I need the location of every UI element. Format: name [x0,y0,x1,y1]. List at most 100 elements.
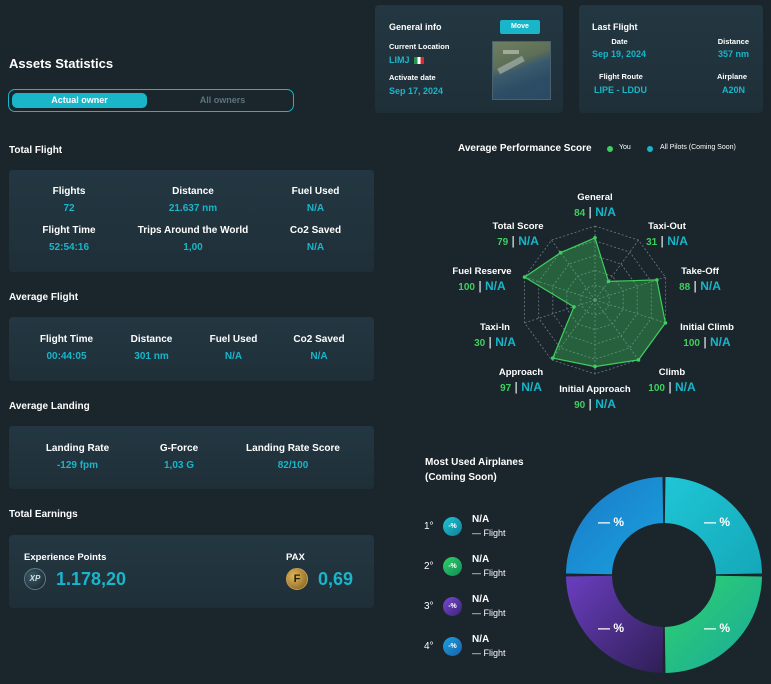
average-flight-card: Flight Time 00:44:05 Distance 301 nm Fuel … [9,317,374,381]
avg-co2-saved-stat: Co2 Saved N/A [275,334,363,362]
radar-point [551,356,555,360]
airplane-share-badge: -% [443,517,462,536]
donut-segment [664,575,762,673]
stat-label: Flights [52,186,86,197]
radar-category-label: Initial Approach [559,384,631,395]
radar-label-approach: Approach 97 | N/A [481,366,561,396]
pax-value: 0,69 [318,569,354,589]
stat-value: 21.637 nm [168,203,218,214]
radar-point [558,250,563,255]
radar-grid-spoke [551,239,596,301]
radar-value-you: 79 [497,237,509,248]
total-flights-stat: Flights 72 [9,186,129,214]
stat-value: 00:44:05 [46,351,87,362]
airplane-rank: 4° [424,641,434,652]
avg-flight-time-stat: Flight Time 00:44:05 [14,334,119,362]
stat-value: 82/100 [277,460,309,471]
pax-coin-icon: F [286,568,308,590]
radar-point [636,358,641,362]
all-owners-tab[interactable]: All owners [199,95,246,105]
radar-grid-spoke [551,299,596,361]
total-co2-saved-stat: Co2 Saved N/A [257,225,374,253]
last-flight-date-label: Date [611,37,628,46]
current-location-value: LIMJ [389,55,425,65]
donut-segment [566,575,664,673]
avg-fuel-used-stat: Fuel Used N/A [191,334,276,362]
stat-label: Distance [130,334,173,345]
general-info-card: General info Move Current Location LIMJ … [375,5,563,113]
radar-value-you: 100 [683,338,700,349]
radar-value-you: 97 [500,383,512,394]
airplane-flight-count: — Flight [472,568,506,578]
legend-you-dot [607,146,613,152]
radar-value-you: 100 [648,383,665,394]
radar-grid-spoke [594,239,639,301]
stat-value: 52:54:16 [48,242,90,253]
radar-label-climb: Climb 100 | N/A [632,366,712,396]
location-code: LIMJ [389,55,410,65]
last-flight-title: Last Flight [592,22,638,32]
stat-label: Fuel Used [209,334,258,345]
move-button[interactable]: Move [500,20,540,34]
radar-value-all: N/A [710,335,731,349]
airplane-rank: 3° [424,601,434,612]
trips-around-world-stat: Trips Around the World 1,00 [129,225,257,253]
airplane-flight-count: — Flight [472,528,506,538]
radar-value-you: 84 [574,208,586,219]
general-info-title: General info [389,22,442,32]
donut-segment-label: — % [598,515,624,529]
radar-category-label: General [577,192,613,203]
radar-value-you: 31 [646,237,658,248]
airplane-share-badge: -% [443,597,462,616]
xp-coin-icon: XP [24,568,46,590]
stat-label: Flight Time [42,225,96,236]
radar-category-label: Initial Climb [680,322,734,333]
total-flight-title: Total Flight [9,145,63,156]
radar-value-you: 90 [574,400,586,411]
stat-label: Flight Time [39,334,94,345]
radar-category-label: Climb [658,367,686,378]
radar-separator: | [664,380,676,394]
donut-segment-label: — % [704,621,730,635]
radar-point [593,364,597,369]
radar-series-you [523,236,667,368]
radar-category-label: Total Score [492,221,544,232]
stat-label: Trips Around the World [137,225,249,236]
donut-segment [566,477,664,575]
average-flight-title: Average Flight [9,292,79,303]
flight-route-label: Flight Route [599,72,643,81]
radar-value-you: 30 [474,338,486,349]
radar-value-all: N/A [595,205,616,219]
radar-label-initial-approach: Initial Approach 90 | N/A [555,383,635,413]
radar-point [606,279,611,284]
radar-separator: | [511,380,522,394]
total-fuel-used-stat: Fuel Used N/A [257,186,374,214]
stat-value: N/A [224,351,243,362]
airplane-value: A20N [721,85,745,95]
performance-radar-chart [522,225,668,375]
radar-separator: | [657,234,668,248]
radar-value-you: 100 [458,282,475,293]
last-flight-distance-value: 357 nm [717,49,749,59]
radar-separator: | [508,234,519,248]
stat-value: -129 fpm [56,460,99,471]
airplanes-title-line2: (Coming Soon) [425,472,497,483]
radar-value-you: 88 [679,282,691,293]
airplanes-title-line1: Most Used Airplanes [425,457,524,468]
last-flight-card: Last Flight Date Sep 19, 2024 Distance 3… [579,5,763,113]
radar-category-label: Take-Off [681,266,719,277]
radar-grid-spoke [594,299,666,324]
stat-value: 301 nm [134,351,169,362]
radar-separator: | [690,279,701,293]
radar-label-take-off: Take-Off 88 | N/A [660,265,740,295]
stat-value: N/A [310,351,328,362]
landing-rate-score-stat: Landing Rate Score 82/100 [231,443,355,471]
radar-value-all: N/A [518,234,539,248]
stat-value: N/A [306,242,325,253]
radar-grid-ring [538,240,652,360]
average-landing-card: Landing Rate -129 fpm G-Force 1,03 G Landi… [9,426,374,489]
average-landing-title: Average Landing [9,401,90,412]
radar-separator: | [474,279,486,293]
actual-owner-tab[interactable]: Actual owner [12,93,147,108]
page-title: Assets Statistics [9,56,114,71]
